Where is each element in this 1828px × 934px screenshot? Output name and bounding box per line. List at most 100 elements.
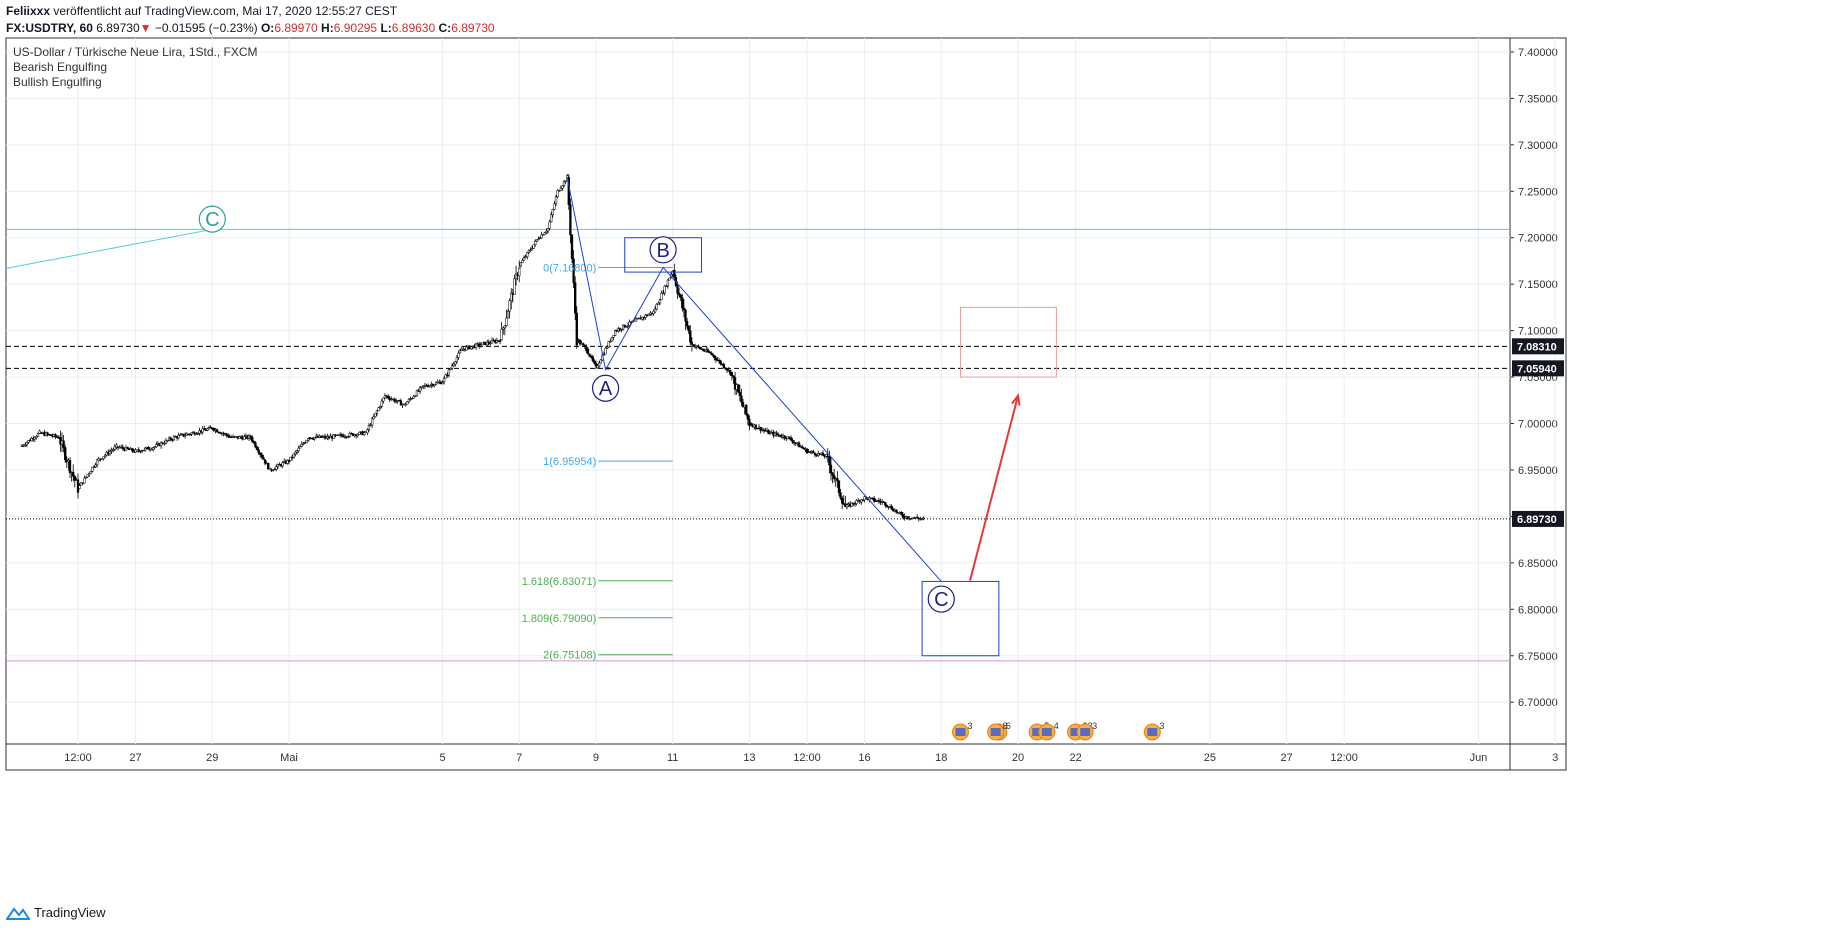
candle-body <box>406 401 409 405</box>
x-tick-label: Jun <box>1470 752 1488 764</box>
wave-c-target-box[interactable] <box>921 580 1000 657</box>
candle-body <box>612 335 615 338</box>
candle-body <box>150 449 153 451</box>
author-name[interactable]: Feliixxx <box>6 4 51 18</box>
candle-body <box>255 446 259 451</box>
x-tick-label: 27 <box>129 752 141 764</box>
candle-body <box>382 397 385 402</box>
candle-body <box>530 248 534 251</box>
low-label: L: <box>380 21 392 35</box>
candle-body <box>575 312 578 346</box>
y-tick-label: 7.20000 <box>1518 233 1558 245</box>
candle-body <box>441 382 444 385</box>
candle-body <box>521 260 524 264</box>
candle-body <box>599 359 602 364</box>
candle-body <box>474 343 478 349</box>
price-axis-label: 6.89730 <box>1517 514 1557 526</box>
candle-body <box>641 316 644 320</box>
candle-body <box>89 471 92 474</box>
wave-label-circle[interactable] <box>198 205 226 233</box>
close-label: C: <box>438 21 452 35</box>
candle-body <box>596 365 599 369</box>
wave-label: A <box>599 378 613 400</box>
candle-body <box>102 456 105 459</box>
reversal-target-box[interactable] <box>959 306 1057 378</box>
brand-text[interactable]: TradingView <box>34 905 106 920</box>
candle-body <box>872 497 876 502</box>
candle-body <box>442 377 446 382</box>
candle-body <box>620 328 623 331</box>
candle-body <box>534 240 537 246</box>
candle-body <box>276 464 279 467</box>
fib-level-label: 1.618(6.83071) <box>522 576 597 588</box>
candle-body <box>861 499 865 501</box>
y-tick-label: 6.75000 <box>1518 651 1558 663</box>
candle-body <box>647 314 650 317</box>
candle-body <box>342 435 345 438</box>
candle-body <box>159 442 163 447</box>
candle-body <box>227 435 230 438</box>
candle-body <box>340 434 343 437</box>
candle-body <box>428 385 431 387</box>
us-flag-icon <box>1070 728 1081 736</box>
candle-body <box>754 424 757 429</box>
candle-body <box>551 209 554 216</box>
candle-body <box>554 196 558 205</box>
candle-body <box>606 346 609 349</box>
tradingview-logo-icon <box>6 906 30 920</box>
candle-body <box>740 395 743 403</box>
candle-body <box>681 297 684 309</box>
candle-body <box>916 516 919 519</box>
candle-body <box>831 472 834 476</box>
wave-label-circle[interactable] <box>927 585 955 613</box>
candle-body <box>38 430 41 434</box>
candle-body <box>548 221 551 229</box>
teal-trend-line[interactable] <box>5 228 213 269</box>
candle-body <box>80 482 83 486</box>
candle-body <box>855 500 858 504</box>
candle-body <box>92 466 96 468</box>
candle-body <box>545 230 548 233</box>
candle-body <box>86 474 89 478</box>
candle-body <box>759 426 762 431</box>
candle-body <box>732 375 735 378</box>
x-tick-label: 7 <box>516 752 522 764</box>
price-chart[interactable]: 7.40000 7.35000 7.30000 7.25000 7.20000 7.150… <box>0 0 1828 900</box>
candle-body <box>358 431 361 435</box>
candle-body <box>692 344 695 347</box>
candle-body <box>447 369 451 376</box>
y-tick-label: 6.85000 <box>1518 558 1558 570</box>
candle-body <box>88 473 91 475</box>
projection-arrow[interactable] <box>969 395 1019 581</box>
candle-body <box>281 462 284 467</box>
elliott-wave-path[interactable] <box>566 177 942 582</box>
candle-body <box>569 204 572 236</box>
candle-body <box>885 505 889 507</box>
candle-body <box>537 238 540 240</box>
candle-body <box>842 503 845 505</box>
candle-body <box>115 444 118 448</box>
x-tick-label: 3 <box>1552 752 1558 764</box>
candle-body <box>746 414 749 420</box>
x-tick-label: 25 <box>1204 752 1216 764</box>
candle-body <box>677 292 681 296</box>
high-value: 6.90295 <box>333 21 378 35</box>
us-flag-icon <box>990 728 1001 736</box>
candle-body <box>634 318 638 322</box>
wave-label-circle[interactable] <box>649 236 677 264</box>
candle-body <box>30 438 33 442</box>
candle-body <box>142 449 145 452</box>
candle-body <box>171 439 174 441</box>
candle-body <box>263 459 267 464</box>
candle-body <box>407 399 411 403</box>
candle-body <box>737 384 740 393</box>
candle-body <box>877 500 881 502</box>
candle-body <box>251 437 254 442</box>
wave-label-circle[interactable] <box>591 374 620 402</box>
candle-body <box>458 350 462 354</box>
candle-body <box>719 360 722 365</box>
candle-body <box>524 256 527 258</box>
legend-entry: US-Dollar / Türkische Neue Lira, 1Std., … <box>13 45 258 59</box>
candle-body <box>372 416 375 420</box>
candle-body <box>749 423 753 426</box>
